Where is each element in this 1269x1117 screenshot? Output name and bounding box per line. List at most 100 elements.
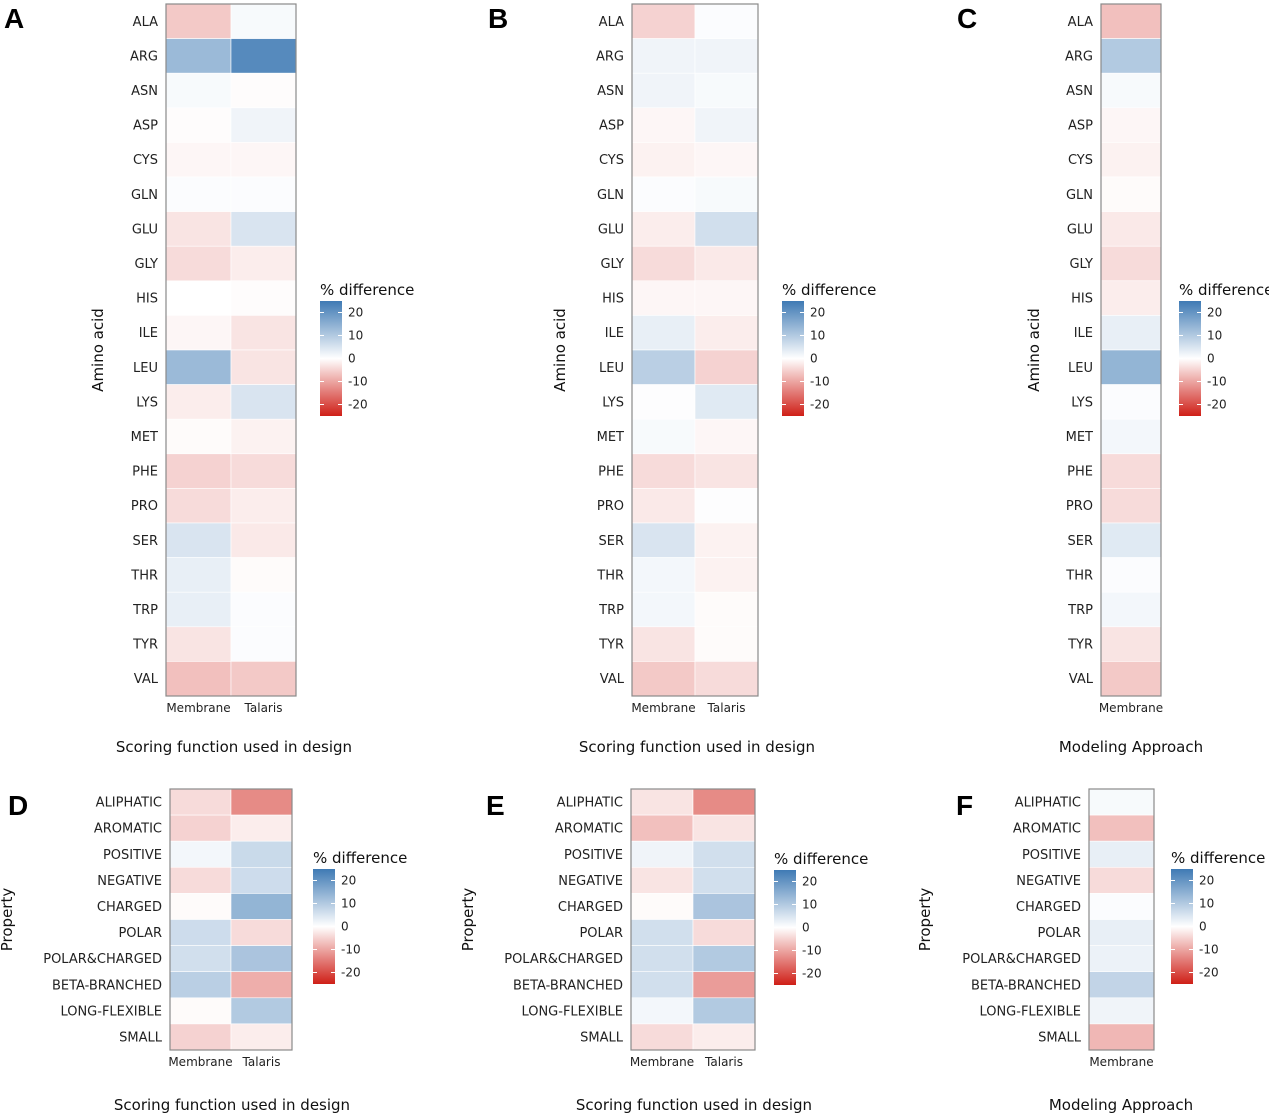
heatmap-cell (165, 211, 232, 247)
y-tick-label: PHE (598, 465, 624, 480)
heatmap-cell (694, 488, 759, 524)
heatmap-cell (1088, 814, 1155, 842)
heatmap-cell (694, 557, 759, 593)
x-axis-title: Scoring function used in design (579, 738, 815, 756)
heatmap-cell (230, 315, 297, 351)
heatmap-cell (169, 919, 232, 946)
heatmap-cell (1100, 418, 1162, 455)
y-tick-label: ILE (139, 326, 158, 341)
heatmap-cell (692, 971, 756, 999)
y-tick-label: LYS (1071, 395, 1093, 410)
heatmap-cell (631, 661, 696, 697)
y-tick-label: POLAR&CHARGED (504, 952, 623, 967)
y-tick-label: BETA-BRANCHED (971, 978, 1081, 993)
y-tick-label: MET (131, 430, 158, 445)
heatmap-cell (230, 418, 297, 455)
heatmap-cell (631, 107, 696, 143)
legend-tick-label: 20 (1207, 306, 1222, 320)
heatmap-cell (165, 72, 232, 109)
heatmap-cell (694, 349, 759, 385)
y-tick-label: LEU (1068, 361, 1093, 376)
heatmap-cell (230, 893, 293, 920)
heatmap-cell (165, 591, 232, 628)
legend-tick-label: -10 (810, 375, 830, 389)
heatmap-cell (694, 626, 759, 662)
legend-colorbar (782, 301, 804, 416)
y-axis-title: Amino acid (89, 308, 107, 392)
y-tick-label: ARG (596, 49, 624, 64)
legend-tick-label: 20 (341, 874, 356, 888)
y-tick-label: SMALL (119, 1030, 163, 1045)
heatmap-cell (692, 919, 756, 946)
heatmap-cell (165, 142, 232, 178)
heatmap-cell (631, 591, 696, 628)
legend-tick-label: -10 (1199, 943, 1219, 957)
legend-tick-label: 10 (348, 329, 363, 343)
legend-colorbar (320, 301, 342, 416)
heatmap-cell (630, 1023, 694, 1051)
legend-tick-label: 10 (341, 897, 356, 911)
legend-tick-label: -20 (802, 967, 822, 981)
panel-border (165, 3, 297, 697)
panel-letter: A (4, 3, 24, 34)
legend-tick-label: 10 (810, 329, 825, 343)
heatmap-cell (692, 788, 756, 816)
heatmap-cell (230, 591, 297, 628)
color-legend: % difference 20 10 0 -10 -20 (313, 849, 407, 984)
heatmap-cell (694, 418, 759, 455)
x-axis-title: Scoring function used in design (576, 1096, 812, 1114)
heatmap-cell (230, 107, 297, 143)
legend-tick-label: 0 (1199, 920, 1207, 934)
y-tick-label: PRO (597, 499, 624, 514)
heatmap-cell (694, 38, 759, 74)
legend-tick-label: 0 (341, 920, 349, 934)
heatmap-cell (631, 211, 696, 247)
heatmap-cell (1100, 176, 1162, 212)
heatmap-cell (631, 176, 696, 212)
y-tick-label: SER (133, 534, 159, 549)
heatmap-cell (169, 866, 232, 894)
heatmap-cell (169, 971, 232, 999)
x-axis-title: Modeling Approach (1059, 738, 1203, 756)
heatmap-cell (630, 919, 694, 946)
heatmap-cell (694, 142, 759, 178)
y-tick-label: ASP (1068, 119, 1093, 134)
heatmap-cell (1088, 840, 1155, 868)
heatmap-cell (692, 997, 756, 1025)
legend-tick-label: 20 (348, 306, 363, 320)
legend-tick-label: -20 (1199, 966, 1219, 980)
panel-f: F ALIPHATIC AROMATIC POSITIVE NEGATIVE CHARGE… (916, 788, 1265, 1114)
heatmap-cell (694, 591, 759, 628)
heatmap-cell (630, 893, 694, 920)
heatmap-cell (630, 866, 694, 894)
y-tick-label: TYR (1067, 638, 1093, 653)
y-tick-label: ALA (1068, 15, 1093, 30)
panel-b: B ALA ARG ASN ASP CYS GLN GLU GLY HIS ILE LEU LYS MET… (488, 3, 876, 756)
heatmap-cell (1100, 626, 1162, 662)
legend-tick-label: 0 (348, 352, 356, 366)
y-tick-label: ASP (133, 119, 158, 134)
x-axis-title: Modeling Approach (1049, 1096, 1193, 1114)
panel-letter: F (956, 790, 973, 821)
panel-e: E ALIPHATIC AROMATIC POSITIVE NEGATIVE CHARGE… (459, 788, 868, 1114)
y-tick-label: GLY (134, 257, 158, 272)
y-tick-label: POLAR (1037, 926, 1081, 941)
legend-tick-label: 10 (1199, 897, 1214, 911)
heatmap-cell (1088, 788, 1155, 816)
y-tick-label: CHARGED (558, 900, 623, 915)
y-tick-label: SER (599, 534, 625, 549)
y-tick-label: TRP (1067, 603, 1093, 618)
x-tick-label: Membrane (1089, 1055, 1153, 1069)
y-tick-label: GLU (598, 222, 624, 237)
legend-tick-label: -10 (1207, 375, 1227, 389)
heatmap-cell (165, 557, 232, 593)
heatmap-cell (1100, 453, 1162, 489)
heatmap-cell (165, 107, 232, 143)
heatmap-cell (631, 315, 696, 351)
y-tick-label: PHE (132, 465, 158, 480)
panel-letter: B (488, 3, 508, 34)
legend-title: % difference (313, 849, 407, 867)
heatmap-cell (694, 522, 759, 558)
panel-letter: D (8, 790, 28, 821)
